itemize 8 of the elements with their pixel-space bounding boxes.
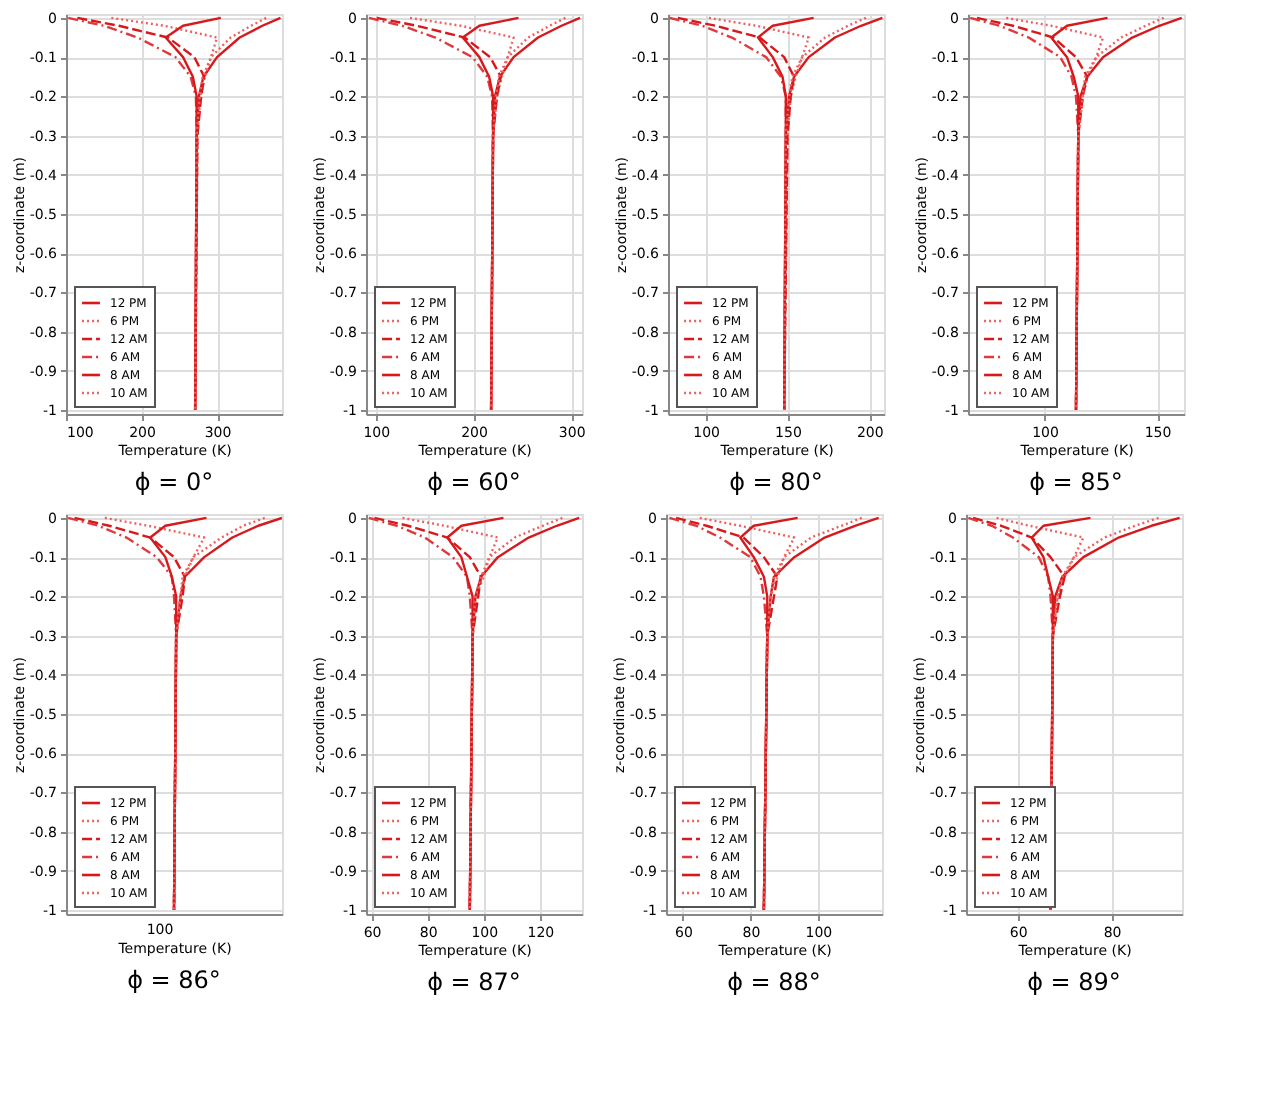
text: ϕ = 60°	[427, 468, 521, 496]
text: ϕ = 86°	[127, 966, 221, 994]
text: ϕ = 85°	[1029, 468, 1123, 496]
text: ϕ = 89°	[1027, 968, 1121, 996]
text: ϕ = 88°	[727, 968, 821, 996]
text: ϕ = 0°	[134, 468, 214, 496]
text: ϕ = 87°	[427, 968, 521, 996]
text: ϕ = 80°	[729, 468, 823, 496]
